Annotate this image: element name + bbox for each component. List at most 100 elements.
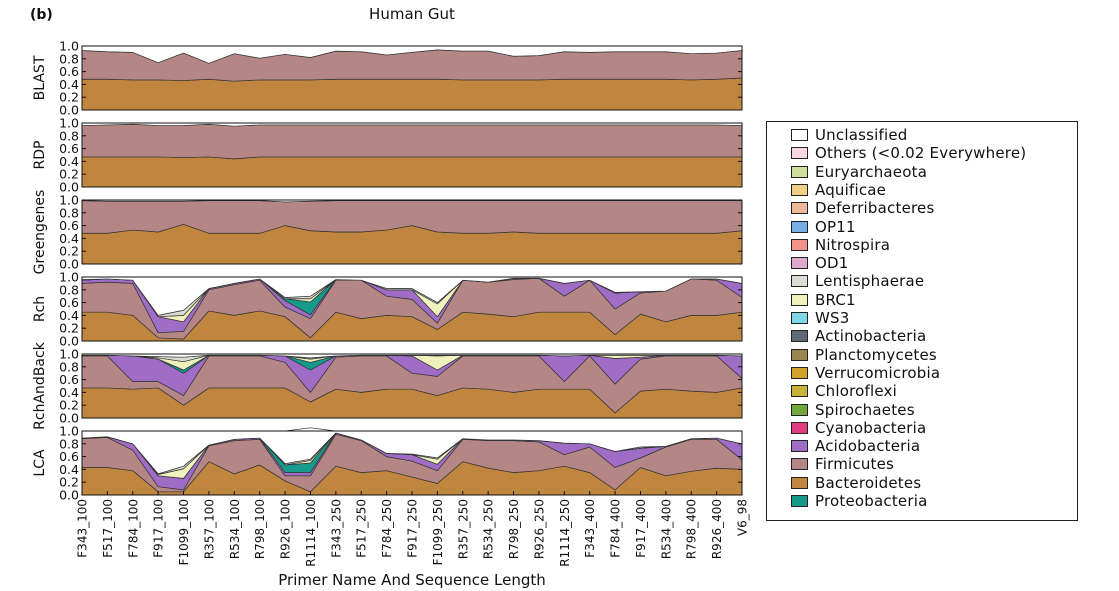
legend-label: Bacteroidetes: [815, 473, 922, 492]
x-tick-label: F784_100: [126, 499, 140, 558]
y-tick-label: 0.0: [59, 103, 79, 118]
y-tick-label: 0.4: [59, 308, 79, 323]
legend-label: Aquificae: [815, 180, 887, 199]
panel-frame: [81, 122, 743, 188]
legend-item-bacteroidetes: Bacteroidetes: [791, 474, 921, 492]
y-axis-label: BLAST: [32, 55, 48, 100]
legend-swatch: [791, 330, 808, 343]
y-tick-label: 0.8: [59, 282, 79, 297]
legend-label: OP11: [815, 217, 856, 236]
y-tick-label: 0.0: [59, 488, 79, 503]
legend-item-verrucomicrobia: Verrucomicrobia: [791, 364, 940, 382]
y-tick-label: 0.2: [59, 90, 79, 105]
x-tick-label: F517_100: [101, 499, 115, 558]
legend-swatch: [791, 495, 808, 507]
x-tick-label: R534_400: [659, 499, 673, 559]
y-tick-label: 1.0: [59, 347, 79, 362]
legend-label: Firmicutes: [815, 455, 895, 474]
legend-label: Cyanobacteria: [815, 418, 927, 437]
legend-swatch: [791, 476, 808, 489]
y-tick-label: 0.0: [59, 411, 79, 426]
legend-item-nitrospira: Nitrospira: [791, 236, 890, 254]
y-axis-label: Greengenes: [32, 190, 48, 275]
x-tick-label: F343_400: [583, 499, 597, 558]
y-tick-label: 0.2: [59, 167, 79, 182]
x-tick-label: R798_100: [253, 499, 267, 559]
x-tick-label: R357_250: [456, 499, 470, 559]
x-tick-label: V6_98: [736, 499, 750, 536]
legend-item-chloroflexi: Chloroflexi: [791, 382, 897, 400]
y-tick-label: 0.6: [59, 449, 79, 464]
y-tick-label: 0.6: [59, 295, 79, 310]
y-tick-label: 0.0: [59, 257, 79, 272]
legend-swatch: [791, 147, 808, 160]
legend-swatch: [791, 165, 808, 178]
panel-frame: [81, 45, 743, 111]
y-tick-label: 0.2: [59, 475, 79, 490]
legend-item-unclassified: Unclassified: [791, 126, 908, 144]
y-tick-label: 0.2: [59, 321, 79, 336]
legend-label: Others (<0.02 Everywhere): [815, 144, 1027, 163]
y-tick-label: 0.0: [59, 180, 79, 195]
legend-item-od1: OD1: [791, 254, 849, 272]
legend-item-actinobacteria: Actinobacteria: [791, 327, 926, 345]
legend-swatch: [791, 257, 808, 270]
legend-item-lentisphaerae: Lentisphaerae: [791, 272, 924, 290]
x-tick-label: F784_250: [380, 499, 394, 558]
x-tick-label: F917_250: [406, 499, 420, 558]
area-firmicutes: [81, 123, 743, 160]
x-tick-label: R534_100: [228, 499, 242, 559]
panel-rdp: 0.00.20.40.60.81.0 RDP: [32, 116, 743, 195]
legend-label: Planctomycetes: [815, 345, 937, 364]
legend-label: Acidobacteria: [815, 437, 921, 456]
x-tick-label: F517_250: [355, 499, 369, 558]
x-tick-label: F917_400: [634, 499, 648, 558]
y-axis-label: RDP: [32, 141, 48, 170]
panel-frame: [81, 353, 743, 419]
legend-swatch: [791, 238, 808, 251]
y-tick-label: 0.4: [59, 77, 79, 92]
legend-item-acidobacteria: Acidobacteria: [791, 437, 920, 455]
y-tick-label: 0.4: [59, 385, 79, 400]
legend-swatch: [791, 293, 808, 306]
legend-swatch: [791, 275, 808, 288]
y-tick-label: 0.8: [59, 205, 79, 220]
y-tick-label: 1.0: [59, 270, 79, 285]
y-axis-label: RchAndBack: [32, 341, 48, 430]
x-tick-label: F1099_250: [431, 499, 445, 565]
x-tick-label: R1114_100: [304, 499, 318, 567]
legend-swatch: [791, 366, 808, 379]
y-axis-label: Rch: [32, 296, 48, 322]
legend-label: Lentisphaerae: [815, 272, 925, 291]
legend-label: Spirochaetes: [815, 400, 915, 419]
legend-item-deferribacteres: Deferribacteres: [791, 199, 934, 217]
legend-swatch: [791, 385, 808, 398]
legend-item-others-0-02-everywhere: Others (<0.02 Everywhere): [791, 144, 1026, 162]
y-tick-label: 0.6: [59, 64, 79, 79]
legend-swatch: [791, 421, 808, 434]
x-tick-label: R926_400: [710, 499, 724, 559]
y-tick-label: 0.2: [59, 398, 79, 413]
panel-frame: [81, 199, 743, 265]
legend-label: Proteobacteria: [815, 492, 928, 510]
x-tick-label: F343_100: [76, 499, 90, 558]
legend-item-ws3: WS3: [791, 309, 850, 327]
legend-swatch: [791, 312, 808, 324]
legend-swatch: [791, 348, 808, 361]
y-tick-label: 1.0: [59, 193, 79, 208]
x-tick-label: F1099_100: [177, 499, 191, 565]
legend-item-brc1: BRC1: [791, 291, 856, 309]
panel-lca: 0.00.20.40.60.81.0 LCA: [32, 424, 743, 503]
legend-swatch: [791, 202, 808, 215]
area-bacteroidetes: [81, 77, 743, 111]
legend-swatch: [791, 403, 808, 416]
area-bacteroidetes: [81, 156, 743, 188]
y-tick-label: 0.6: [59, 218, 79, 233]
legend-item-firmicutes: Firmicutes: [791, 455, 894, 473]
legend-swatch: [791, 458, 808, 471]
x-tick-label: R926_100: [279, 499, 293, 559]
panel-rchandback: 0.00.20.40.60.81.0 RchAndBack: [32, 341, 743, 430]
legend-item-euryarchaeota: Euryarchaeota: [791, 163, 927, 181]
y-tick-label: 0.8: [59, 436, 79, 451]
